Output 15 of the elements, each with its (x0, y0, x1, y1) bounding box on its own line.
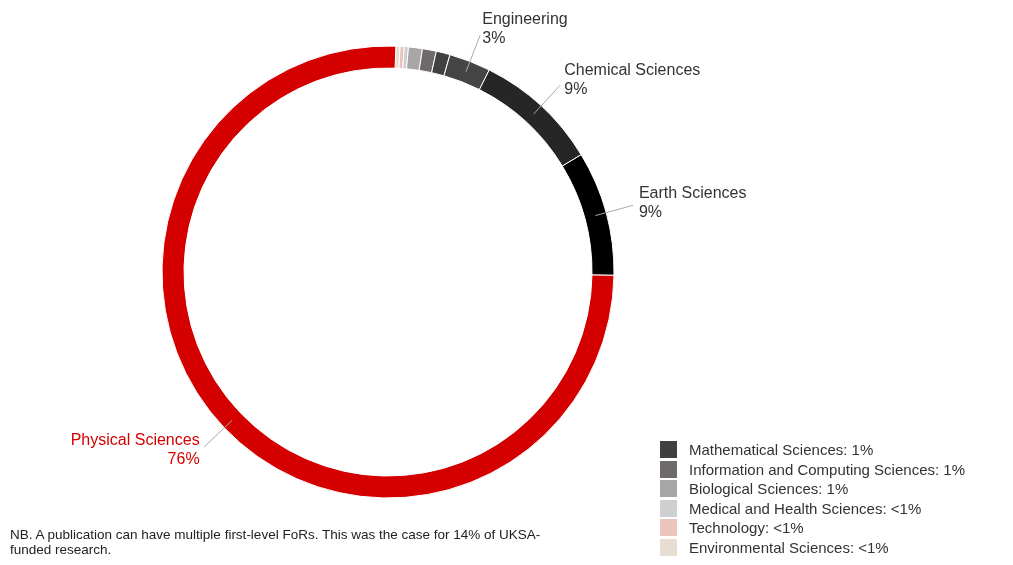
slice-label: Engineering (482, 9, 568, 27)
legend-label: Biological Sciences: 1% (689, 480, 849, 498)
legend-label: Technology: <1% (689, 519, 804, 537)
slice-label: Earth Sciences (638, 183, 747, 201)
text: NB. A publication can have multiple first-level FoRs. This was the case for 14% of UKSA-funded research. (10, 527, 542, 557)
slice-label: Physical Sciences (70, 431, 200, 449)
data-label: 3% (482, 28, 506, 46)
data-label: 76% (167, 450, 200, 468)
legend-label: Environmental Sciences: <1% (689, 538, 889, 556)
slice-label: Chemical Sciences (564, 60, 701, 78)
legend-label: Medical and Health Sciences: <1% (689, 499, 922, 517)
legend-label: Information and Computing Sciences: 1% (689, 460, 965, 478)
data-label: 9% (564, 79, 588, 97)
data-label: 9% (638, 202, 663, 220)
legend-label: Mathematical Sciences: 1% (689, 441, 874, 459)
